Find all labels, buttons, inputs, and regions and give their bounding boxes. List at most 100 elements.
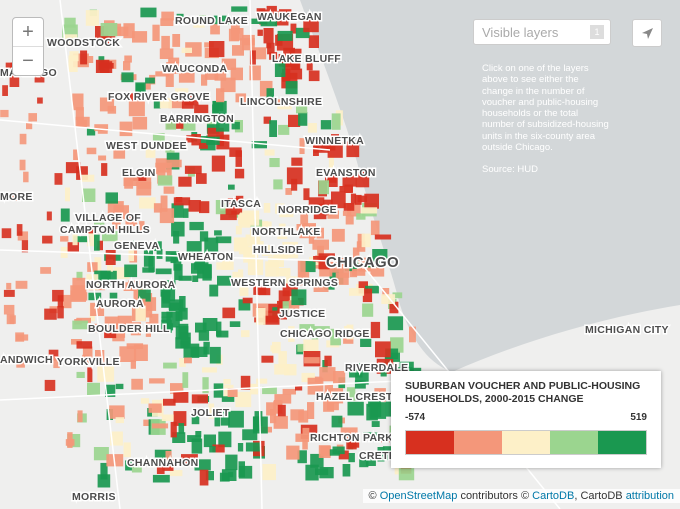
tract bbox=[193, 262, 209, 270]
tract bbox=[23, 171, 29, 183]
tract bbox=[366, 403, 378, 421]
tract bbox=[295, 433, 312, 442]
tract bbox=[282, 388, 296, 395]
place-label: FOX RIVER GROVE bbox=[108, 91, 210, 103]
tract bbox=[279, 9, 292, 17]
tract bbox=[86, 147, 97, 155]
share-button[interactable] bbox=[632, 19, 662, 47]
tract bbox=[145, 82, 151, 90]
tract bbox=[392, 292, 403, 299]
tract bbox=[0, 109, 9, 118]
tract bbox=[356, 213, 366, 220]
tract bbox=[363, 432, 378, 439]
tract bbox=[253, 286, 267, 295]
tract bbox=[190, 346, 208, 357]
tract bbox=[130, 322, 141, 336]
tract bbox=[179, 296, 186, 312]
tract bbox=[73, 149, 79, 160]
tract bbox=[136, 181, 152, 196]
tract bbox=[278, 223, 286, 231]
tract bbox=[175, 337, 191, 349]
tract bbox=[21, 240, 29, 253]
zoom-out[interactable]: − bbox=[13, 46, 43, 75]
tract bbox=[123, 175, 139, 186]
tract bbox=[113, 267, 130, 279]
tract bbox=[60, 208, 70, 222]
zoom-in[interactable]: + bbox=[22, 21, 34, 43]
tract bbox=[349, 288, 365, 296]
tract bbox=[263, 28, 274, 44]
tract bbox=[260, 16, 278, 27]
place-label: WOODSTOCK bbox=[47, 37, 120, 49]
tract bbox=[138, 298, 146, 306]
tract bbox=[191, 134, 201, 146]
tract bbox=[249, 50, 256, 65]
tract bbox=[264, 149, 275, 156]
tract bbox=[277, 230, 288, 239]
layer-selector[interactable]: Visible layers 1 bbox=[473, 19, 611, 45]
carto-link[interactable]: CartoDB bbox=[532, 490, 575, 502]
osm-link[interactable]: OpenStreetMap bbox=[379, 490, 458, 502]
tract bbox=[186, 241, 202, 256]
tract bbox=[266, 402, 277, 416]
tract bbox=[11, 193, 21, 201]
tract bbox=[44, 379, 56, 391]
tract bbox=[342, 175, 357, 187]
tract bbox=[340, 427, 358, 440]
lake bbox=[300, 0, 680, 372]
attribution-link[interactable]: attribution bbox=[625, 490, 674, 502]
tract bbox=[166, 167, 172, 176]
share-icon bbox=[642, 28, 653, 39]
tract bbox=[100, 462, 108, 480]
tract bbox=[169, 302, 181, 312]
tract bbox=[77, 410, 83, 423]
tract bbox=[65, 439, 75, 446]
tract bbox=[307, 377, 324, 395]
tract bbox=[161, 316, 171, 323]
tract bbox=[123, 282, 137, 291]
tract bbox=[68, 55, 78, 72]
tract bbox=[238, 243, 249, 255]
tract bbox=[156, 249, 163, 259]
tract bbox=[284, 364, 297, 376]
tract bbox=[269, 120, 277, 137]
tract bbox=[97, 365, 115, 382]
tract bbox=[73, 236, 91, 243]
tract bbox=[238, 299, 251, 311]
tract bbox=[119, 346, 137, 362]
tract bbox=[399, 361, 414, 372]
tract bbox=[206, 135, 220, 145]
tract bbox=[94, 270, 111, 286]
place-label: CHICAGO bbox=[326, 254, 399, 271]
tract bbox=[75, 116, 90, 127]
place-labels: ROUND LAKEWAUKEGANWOODSTOCKMARENGOWAUCON… bbox=[0, 10, 670, 505]
tract bbox=[128, 100, 145, 117]
tract bbox=[235, 391, 252, 408]
tract bbox=[17, 231, 29, 241]
tract bbox=[333, 371, 346, 385]
place-label: NORTHLAKE bbox=[252, 226, 321, 238]
tract bbox=[178, 307, 188, 320]
tract bbox=[179, 358, 186, 367]
tract bbox=[296, 97, 308, 114]
tract bbox=[203, 434, 216, 448]
tract bbox=[295, 27, 310, 39]
tract bbox=[138, 289, 151, 302]
tract bbox=[212, 101, 224, 111]
tract bbox=[67, 242, 79, 252]
tract bbox=[235, 195, 244, 203]
tract bbox=[290, 23, 297, 34]
tract bbox=[389, 301, 399, 314]
tract bbox=[232, 45, 244, 56]
tract bbox=[230, 67, 243, 81]
tract bbox=[313, 280, 329, 292]
place-label: WHEATON bbox=[178, 251, 233, 263]
tract bbox=[307, 123, 317, 133]
tract bbox=[101, 163, 108, 176]
tract bbox=[193, 18, 205, 28]
tract bbox=[352, 247, 360, 259]
tract bbox=[199, 469, 209, 486]
tract bbox=[19, 133, 27, 145]
tract bbox=[107, 105, 117, 114]
